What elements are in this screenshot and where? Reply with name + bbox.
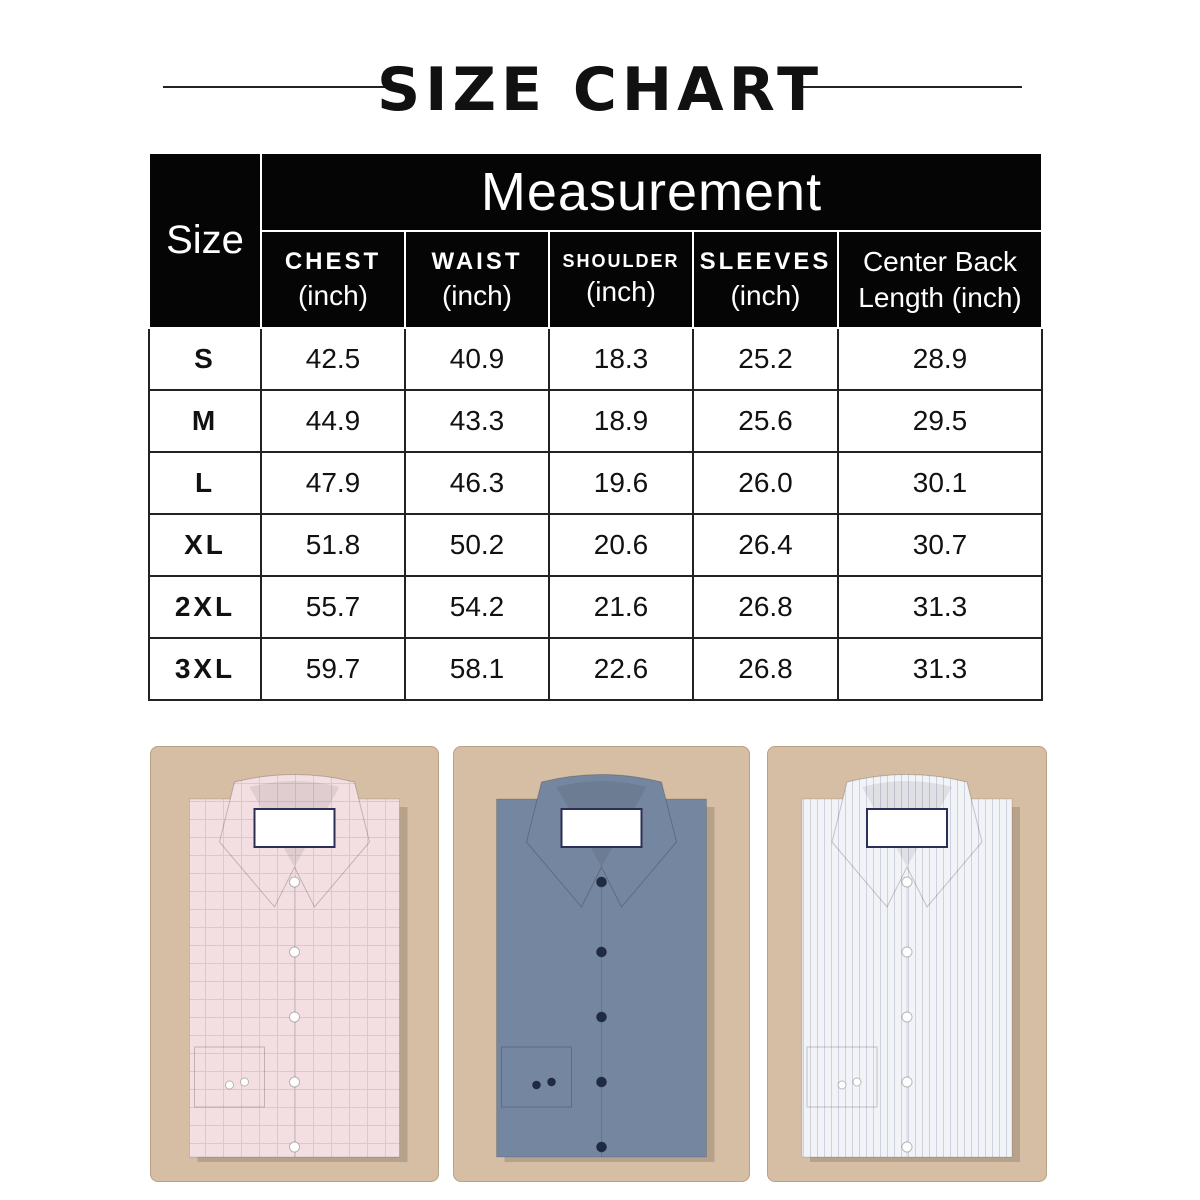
measurement-cell: 22.6 — [548, 637, 694, 701]
measurement-cell: 54.2 — [404, 575, 550, 639]
measurement-cell: 26.8 — [692, 575, 839, 639]
measurement-cell: 31.3 — [837, 575, 1043, 639]
measurement-cell: 26.4 — [692, 513, 839, 577]
table-row: XL 51.8 50.2 20.6 26.4 30.7 — [148, 513, 1043, 577]
column-header-chest: CHEST (inch) — [260, 230, 406, 329]
measurement-cell: 51.8 — [260, 513, 406, 577]
measurement-cell: 19.6 — [548, 451, 694, 515]
measurement-cell: 20.6 — [548, 513, 694, 577]
measurement-cell: 28.9 — [837, 327, 1043, 391]
size-cell: L — [148, 451, 262, 515]
white-stripe-shirt-illustration — [801, 774, 1020, 1162]
measurement-cell: 46.3 — [404, 451, 550, 515]
size-cell: S — [148, 327, 262, 391]
measurement-cell: 44.9 — [260, 389, 406, 453]
size-cell: 3XL — [148, 637, 262, 701]
size-header: Size — [148, 152, 262, 329]
page-title: SIZE CHART — [376, 55, 824, 125]
measurement-cell: 21.6 — [548, 575, 694, 639]
measurement-header: Measurement — [260, 152, 1043, 232]
measurement-cell: 26.8 — [692, 637, 839, 701]
measurement-cell: 58.1 — [404, 637, 550, 701]
size-cell: 2XL — [148, 575, 262, 639]
measurement-cell: 43.3 — [404, 389, 550, 453]
measurement-cell: 55.7 — [260, 575, 406, 639]
white-stripe-shirt-image — [801, 774, 1020, 1162]
measurement-cell: 18.3 — [548, 327, 694, 391]
measurement-cell: 29.5 — [837, 389, 1043, 453]
table-row: M 44.9 43.3 18.9 25.6 29.5 — [148, 389, 1043, 453]
measurement-cell: 25.2 — [692, 327, 839, 391]
pink-check-shirt-image — [189, 774, 408, 1162]
measurement-cell: 59.7 — [260, 637, 406, 701]
table-row: 2XL 55.7 54.2 21.6 26.8 31.3 — [148, 575, 1043, 639]
shirt-card-pink — [150, 746, 439, 1182]
size-cell: M — [148, 389, 262, 453]
column-header-waist: WAIST (inch) — [404, 230, 550, 329]
table-row: L 47.9 46.3 19.6 26.0 30.1 — [148, 451, 1043, 515]
measurement-cell: 31.3 — [837, 637, 1043, 701]
shirt-card-white — [767, 746, 1047, 1182]
blue-shirt-image — [496, 774, 715, 1162]
measurement-cell: 26.0 — [692, 451, 839, 515]
table-row: 3XL 59.7 58.1 22.6 26.8 31.3 — [148, 637, 1043, 701]
measurement-cell: 50.2 — [404, 513, 550, 577]
table-row: S 42.5 40.9 18.3 25.2 28.9 — [148, 327, 1043, 391]
measurement-cell: 30.1 — [837, 451, 1043, 515]
title-area: SIZE CHART — [0, 55, 1200, 125]
size-cell: XL — [148, 513, 262, 577]
title-rule-right — [795, 86, 1022, 88]
measurement-cell: 42.5 — [260, 327, 406, 391]
measurement-cell: 25.6 — [692, 389, 839, 453]
column-header-center-back-length: Center Back Length (inch) — [837, 230, 1043, 329]
column-header-sleeves: SLEEVES (inch) — [692, 230, 839, 329]
blue-shirt-illustration — [496, 774, 715, 1162]
measurement-cell: 47.9 — [260, 451, 406, 515]
column-header-shoulder: SHOULDER (inch) — [548, 230, 694, 329]
title-rule-left — [163, 86, 403, 88]
shirt-card-blue — [453, 746, 750, 1182]
size-chart-table: Size Measurement CHEST (inch) WAIST (inch)… — [148, 152, 1043, 701]
shirt-gallery — [0, 746, 1200, 1186]
measurement-cell: 40.9 — [404, 327, 550, 391]
measurement-cell: 30.7 — [837, 513, 1043, 577]
pink-check-shirt-illustration — [189, 774, 408, 1162]
measurement-cell: 18.9 — [548, 389, 694, 453]
